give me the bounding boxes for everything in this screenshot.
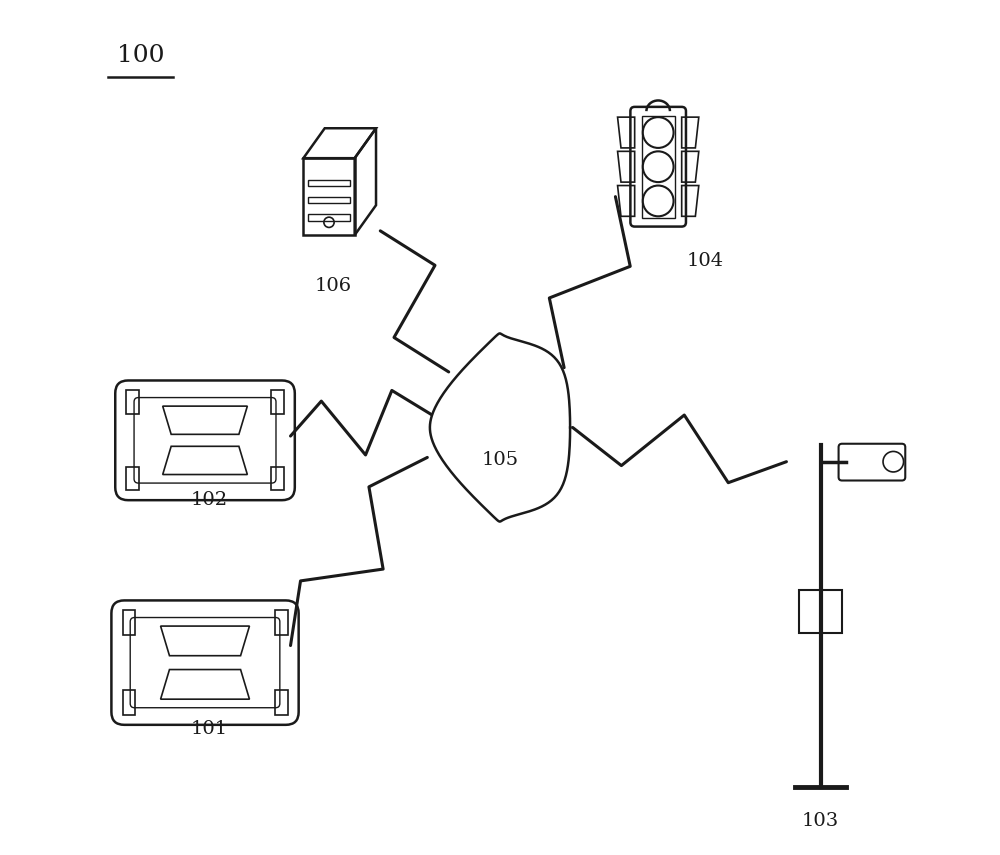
Bar	[275, 610, 288, 635]
Text: 102: 102	[191, 491, 228, 510]
Bar	[799, 590, 842, 633]
Text: 106: 106	[315, 277, 352, 296]
Text: 100: 100	[117, 44, 165, 67]
Bar	[126, 467, 139, 490]
Text: 104: 104	[687, 251, 724, 270]
Bar	[271, 391, 284, 414]
Bar	[271, 467, 284, 490]
Text: 103: 103	[802, 811, 839, 830]
Bar	[126, 391, 139, 414]
Bar	[123, 690, 135, 715]
Bar	[642, 115, 675, 218]
Bar	[275, 690, 288, 715]
Text: 105: 105	[481, 451, 519, 469]
Text: 101: 101	[191, 720, 228, 739]
Bar	[123, 610, 135, 635]
